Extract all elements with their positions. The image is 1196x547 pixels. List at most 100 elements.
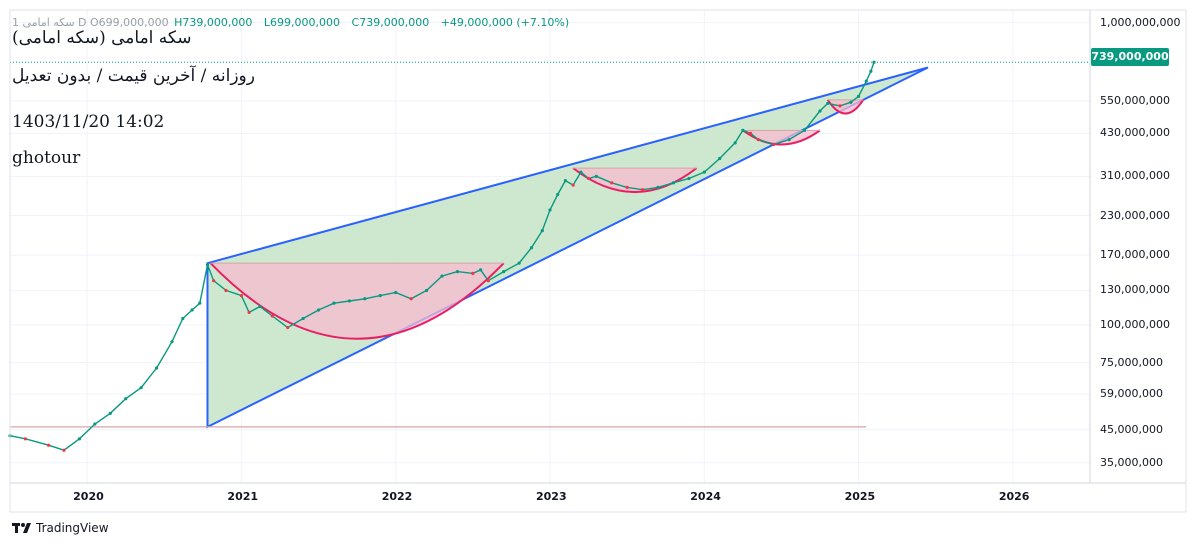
price-point	[818, 109, 822, 113]
price-point	[181, 316, 185, 321]
price-point	[478, 268, 483, 272]
price-point	[787, 138, 791, 142]
price-point	[869, 69, 873, 73]
y-tick-label: 550,000,000	[1100, 94, 1170, 108]
price-point	[772, 142, 776, 147]
price-point	[190, 308, 194, 312]
price-point	[62, 448, 66, 452]
price-point	[108, 411, 112, 415]
price-point	[802, 128, 807, 132]
x-tick-label: 2026	[998, 490, 1030, 503]
price-point	[198, 301, 202, 305]
x-tick-label: 2020	[73, 490, 104, 503]
price-point	[741, 128, 745, 132]
tradingview-logo[interactable]: TradingView	[12, 521, 109, 535]
price-point	[124, 397, 128, 401]
price-point	[239, 293, 244, 298]
price-point	[610, 181, 614, 185]
price-point	[849, 100, 853, 104]
price-point	[301, 316, 305, 321]
price-point	[529, 246, 534, 250]
price-point	[224, 288, 228, 293]
close-price-line	[9, 61, 875, 451]
price-point	[409, 297, 413, 301]
y-tick-label: 1,000,000,000	[1100, 15, 1181, 29]
y-tick-label: 130,000,000	[1100, 283, 1170, 297]
price-point	[625, 185, 629, 189]
ohlc-symbol: سکه امامی 1 D	[12, 16, 87, 29]
ohlc-low: L699,000,000	[263, 16, 341, 29]
price-point	[571, 183, 575, 187]
price-point	[702, 170, 706, 174]
price-point	[46, 443, 51, 447]
tradingview-label: TradingView	[36, 521, 109, 535]
price-point	[205, 263, 210, 267]
price-point	[517, 261, 521, 265]
price-point	[856, 94, 861, 98]
ohlc-high: H739,000,000	[174, 16, 253, 29]
price-point	[718, 156, 722, 161]
pattern-drawings[interactable]	[10, 61, 1090, 429]
price-point	[286, 325, 290, 330]
price-point	[247, 310, 251, 314]
price-point	[838, 104, 842, 108]
price-point	[864, 79, 868, 83]
price-point	[563, 179, 568, 183]
price-point	[748, 131, 753, 135]
price-point	[170, 340, 174, 344]
price-point	[671, 181, 676, 185]
ohlc-close: C739,000,000	[351, 16, 430, 29]
price-point	[471, 271, 475, 276]
x-tick-label: 2025	[844, 490, 876, 503]
y-tick-label: 230,000,000	[1100, 208, 1170, 222]
price-point	[540, 229, 544, 233]
triangle-pattern[interactable]	[206, 66, 929, 429]
ohlc-legend: سکه امامی 1 D O699,000,000 H739,000,000 …	[12, 16, 575, 29]
ohlc-change: +49,000,000 (+7.10%)	[440, 16, 570, 29]
price-series	[8, 60, 876, 452]
price-point	[424, 288, 429, 293]
price-point	[77, 437, 82, 441]
y-tick-label: 59,000,000	[1100, 387, 1163, 401]
timestamp-text: 1403/11/20 14:02	[12, 112, 165, 132]
price-point	[258, 304, 262, 309]
price-point	[548, 208, 552, 212]
price-point	[455, 270, 460, 274]
price-point	[316, 308, 321, 312]
cup-curve[interactable]	[209, 262, 505, 340]
y-tick-label: 310,000,000	[1100, 169, 1170, 183]
price-point	[486, 279, 490, 283]
chart-settings-text: روزانه / آخرین قیمت / بدون تعدیل	[12, 66, 255, 86]
price-point	[733, 141, 737, 145]
y-tick-label: 75,000,000	[1100, 355, 1163, 369]
price-point	[579, 170, 583, 174]
price-point	[556, 192, 560, 197]
price-point	[332, 301, 336, 305]
y-tick-label: 100,000,000	[1100, 317, 1170, 331]
price-point	[687, 176, 691, 181]
price-point	[154, 366, 159, 370]
price-point	[212, 279, 216, 283]
price-point	[23, 437, 28, 441]
price-point	[363, 297, 367, 301]
cup-curve[interactable]	[742, 129, 821, 146]
price-point	[826, 101, 830, 106]
last-price-badge: 739,000,000	[1091, 48, 1169, 66]
price-point	[872, 60, 876, 64]
x-tick-label: 2023	[536, 490, 567, 503]
x-tick-label: 2024	[690, 490, 721, 503]
tradingview-icon	[12, 523, 31, 533]
price-point	[394, 290, 398, 295]
price-point	[756, 138, 760, 142]
y-tick-label: 170,000,000	[1100, 248, 1170, 262]
x-tick-label: 2021	[227, 490, 259, 503]
price-point	[502, 270, 506, 274]
price-point	[440, 274, 444, 278]
chart-border	[9, 9, 1187, 513]
price-point	[93, 422, 97, 426]
y-tick-label: 430,000,000	[1100, 126, 1170, 140]
ohlc-open: O699,000,000	[90, 16, 169, 29]
symbol-title: (سکه امامی (سکه امامی	[12, 28, 192, 48]
price-point	[586, 176, 591, 181]
